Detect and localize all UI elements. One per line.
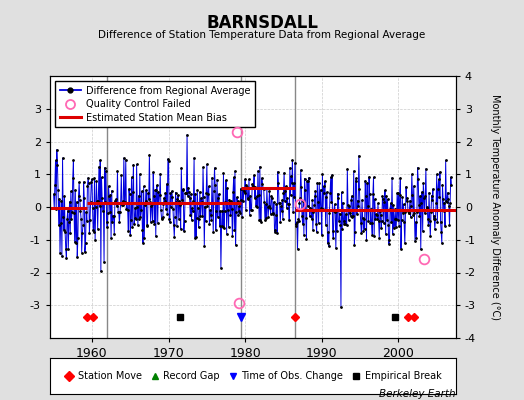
Text: Difference of Station Temperature Data from Regional Average: Difference of Station Temperature Data f…	[99, 30, 425, 40]
Text: BARNSDALL: BARNSDALL	[206, 14, 318, 32]
Legend: Station Move, Record Gap, Time of Obs. Change, Empirical Break: Station Move, Record Gap, Time of Obs. C…	[61, 368, 444, 384]
Legend: Difference from Regional Average, Quality Control Failed, Estimated Station Mean: Difference from Regional Average, Qualit…	[54, 81, 255, 127]
Y-axis label: Monthly Temperature Anomaly Difference (°C): Monthly Temperature Anomaly Difference (…	[490, 94, 500, 320]
Text: Berkeley Earth: Berkeley Earth	[379, 389, 456, 399]
